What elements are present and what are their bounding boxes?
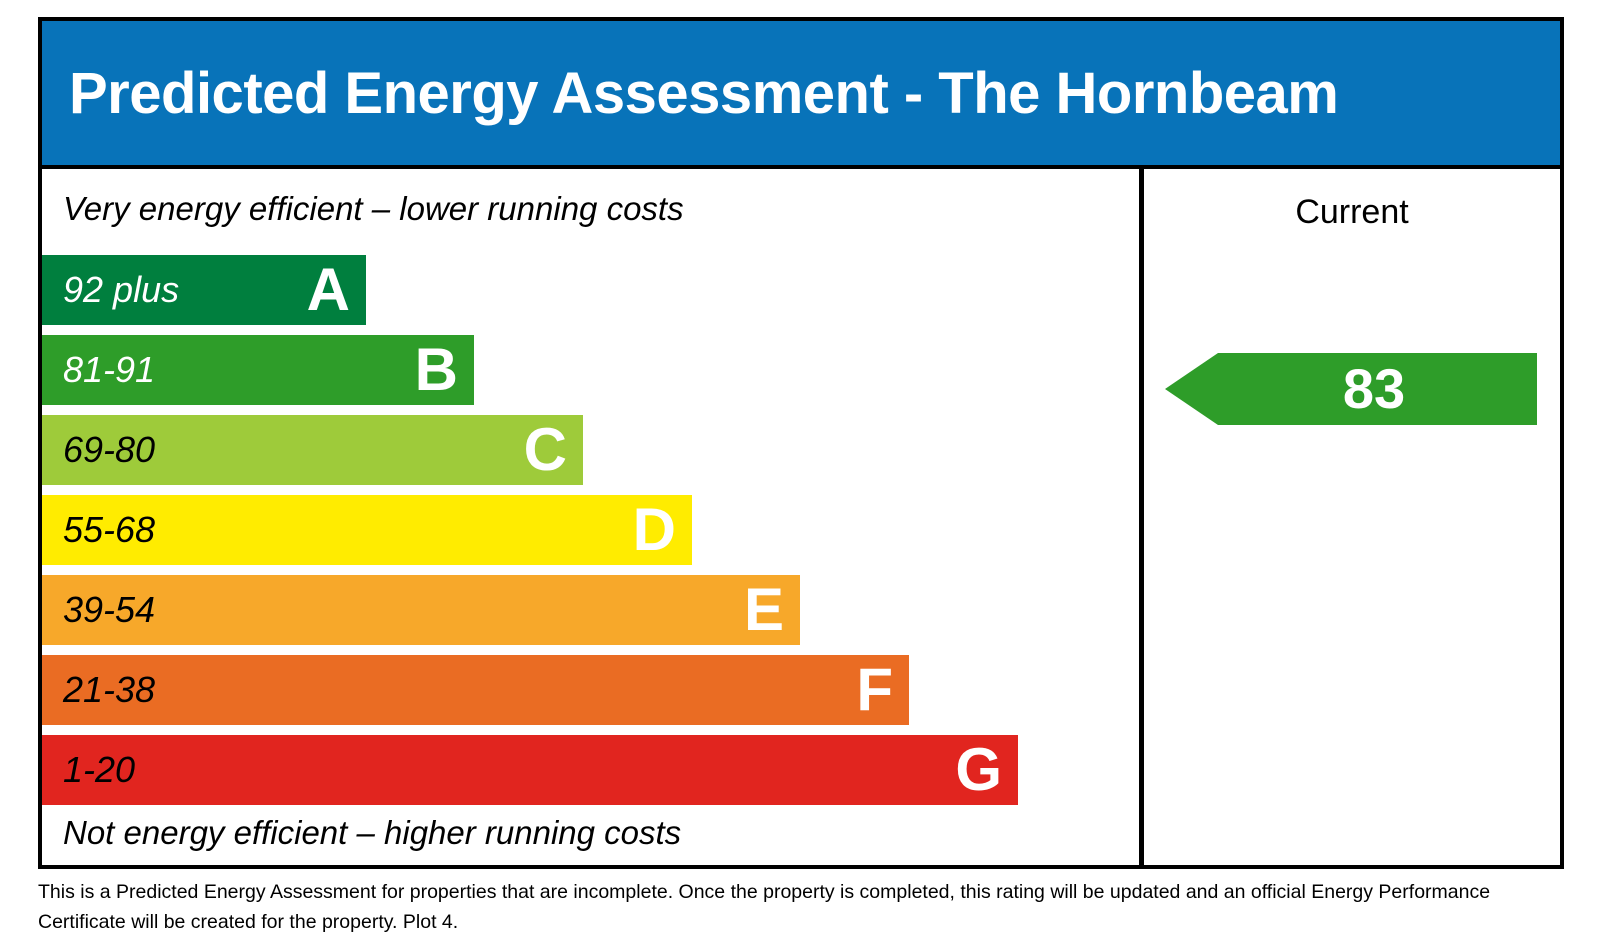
epc-certificate-box: Predicted Energy Assessment - The Hornbe… xyxy=(38,17,1564,869)
top-caption: Very energy efficient – lower running co… xyxy=(63,190,684,227)
current-rating-panel: Current 83 xyxy=(1139,169,1560,865)
band-range: 55-68 xyxy=(63,509,156,550)
current-rating-value: 83 xyxy=(1342,357,1406,420)
band-range: 92 plus xyxy=(63,269,180,310)
band-range: 39-54 xyxy=(63,589,156,630)
band-letter: E xyxy=(743,576,784,643)
band-row-b: 81-91 B xyxy=(42,335,474,405)
band-letter: F xyxy=(856,656,893,723)
footnote-line-2: Certificate will be created for the prop… xyxy=(38,911,459,933)
band-row-f: 21-38 F xyxy=(42,655,909,725)
band-letter: C xyxy=(523,416,567,483)
band-letter: G xyxy=(955,736,1002,803)
band-range: 21-38 xyxy=(63,669,156,710)
band-row-g: 1-20 G xyxy=(42,735,1018,805)
band-letter: D xyxy=(632,496,676,563)
footnote-line-1: This is a Predicted Energy Assessment fo… xyxy=(38,881,1491,903)
band-range: 1-20 xyxy=(63,749,136,790)
bottom-caption: Not energy efficient – higher running co… xyxy=(63,814,682,851)
band-row-c: 69-80 C xyxy=(42,415,583,485)
band-letter: B xyxy=(414,336,458,403)
header: Predicted Energy Assessment - The Hornbe… xyxy=(42,21,1560,169)
rating-bands: 92 plus A 81-91 B 69-80 C 55-68 D 39-54 xyxy=(42,255,1018,815)
band-range: 81-91 xyxy=(63,349,156,390)
band-letter: A xyxy=(306,256,350,323)
band-row-a: 92 plus A xyxy=(42,255,366,325)
footnote: This is a Predicted Energy Assessment fo… xyxy=(38,877,1562,937)
page-title: Predicted Energy Assessment - The Hornbe… xyxy=(69,60,1339,126)
current-rating-arrow: 83 xyxy=(1165,353,1537,425)
band-range: 69-80 xyxy=(63,429,156,470)
band-row-e: 39-54 E xyxy=(42,575,800,645)
epc-chart-area: Very energy efficient – lower running co… xyxy=(42,169,1560,865)
current-column-header: Current xyxy=(1295,193,1409,231)
energy-rating-scale: Very energy efficient – lower running co… xyxy=(42,169,1139,865)
band-row-d: 55-68 D xyxy=(42,495,692,565)
